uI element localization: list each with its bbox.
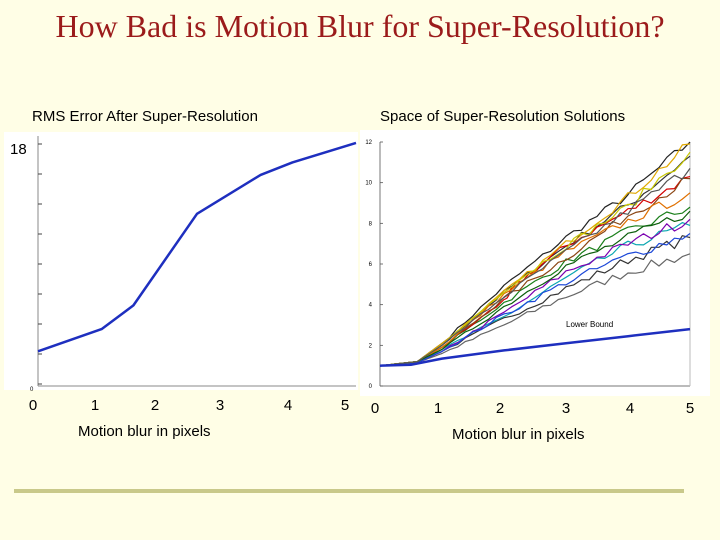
left-plot-area (4, 132, 358, 390)
right-y-tick-label-10: 10 (365, 181, 372, 187)
right-plot-area (360, 130, 710, 396)
slide-title: How Bad is Motion Blur for Super-Resolut… (55, 8, 665, 44)
right-x-tick-label-1: 1 (434, 400, 442, 417)
right-x-tick-label-0: 0 (371, 400, 379, 417)
footer-divider (14, 489, 684, 493)
right-y-tick-label-0: 0 (369, 384, 373, 390)
left-x-tick-label-0: 0 (29, 397, 37, 414)
right-x-tick-label-2: 2 (496, 400, 504, 417)
right-y-tick-label-2: 2 (369, 343, 373, 349)
right-y-tick-label-12: 12 (365, 140, 372, 146)
left-x-tick-label-4: 4 (284, 397, 292, 414)
left-x-tick-label-1: 1 (91, 397, 99, 414)
left-x-tick-label-2: 2 (151, 397, 159, 414)
right-x-tick-label-3: 3 (562, 400, 570, 417)
right-x-tick-label-4: 4 (626, 400, 634, 417)
right-chart-title: Space of Super-Resolution Solutions (380, 108, 626, 125)
right-lower-bound-line (379, 327, 691, 367)
left-series-line-0 (37, 141, 357, 353)
left-chart: 18 0 0 1 2 3 4 5 (0, 126, 362, 420)
left-x-tick-label-5: 5 (341, 397, 349, 414)
right-x-tick-label-5: 5 (686, 400, 694, 417)
right-y-tick-label-6: 6 (369, 262, 373, 268)
right-y-tick-label-8: 8 (369, 221, 373, 227)
left-y-tick-label-0: 0 (30, 387, 34, 393)
right-lower-bound-label: Lower Bound (566, 320, 613, 329)
right-y-tick-label-4: 4 (369, 303, 373, 309)
left-x-tick-label-3: 3 (216, 397, 224, 414)
left-y-tick-label-18: 18 (10, 141, 27, 158)
right-x-axis-label: Motion blur in pixels (452, 426, 585, 443)
right-solution-curve-14 (379, 168, 691, 367)
left-x-axis-label: Motion blur in pixels (78, 423, 211, 440)
left-chart-title: RMS Error After Super-Resolution (32, 108, 258, 125)
